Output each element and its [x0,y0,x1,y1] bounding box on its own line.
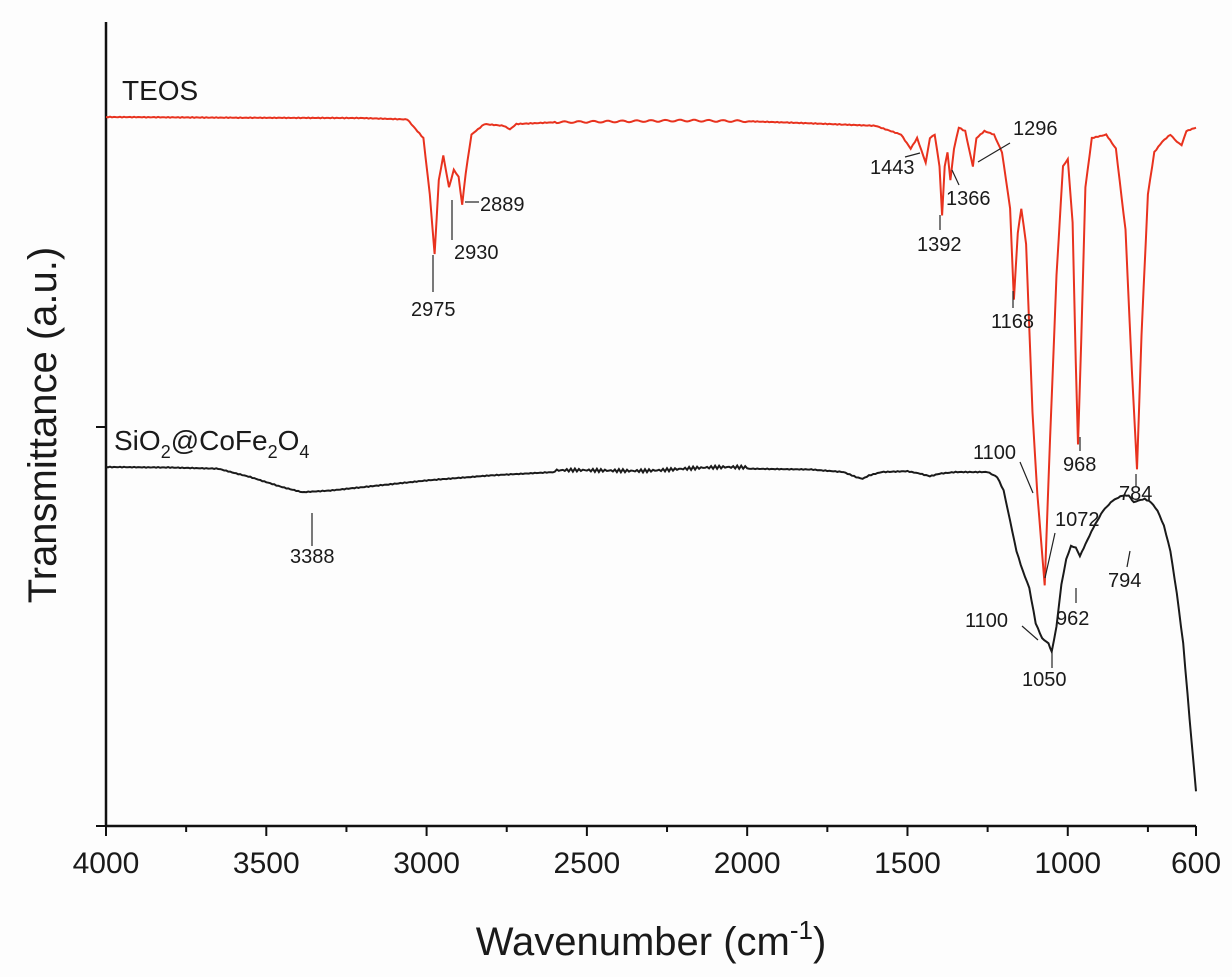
series-label-sub-1: 2 [161,442,171,462]
x-tick-label-1500: 1500 [874,847,941,880]
series-label-part-2: @CoFe [171,425,268,456]
ann-784: 784 [1119,483,1152,505]
y-ticks [96,426,106,827]
ann-1366: 1366 [946,188,991,210]
series-line-sio2-cofe2o4 [105,463,1197,792]
series-label-part-3: O [278,425,300,456]
x-tick-label-3500: 3500 [233,847,300,880]
x-axis-title-sup: -1 [790,915,813,945]
series-label-sio2-cofe2o4: SiO2@CoFe2O4 [114,425,309,462]
ann-1100-sio2: 1100 [965,610,1008,632]
ann-968: 968 [1063,454,1096,476]
leader-1296 [977,142,1011,163]
x-tick-label-1000: 1000 [1034,847,1101,880]
ann-2930: 2930 [454,242,499,264]
leader-1072 [1044,532,1056,579]
x-ticks [105,826,1197,836]
ann-2975: 2975 [411,299,456,321]
ann-1392: 1392 [917,234,962,256]
ann-794: 794 [1108,570,1141,592]
series-label-part-1: SiO [114,425,161,456]
x-axis-title: Wavenumber (cm-1) [476,915,827,964]
x-tick-label-3000: 3000 [393,847,460,880]
series-label-teos: TEOS [122,75,198,106]
ann-1050: 1050 [1022,669,1067,691]
y-axis-title: Transmittance (a.u.) [21,247,65,603]
series-line-teos [105,115,1197,586]
x-tick-labels: 4000 3500 3000 2500 2000 1500 1000 600 [73,847,1221,880]
ann-3388: 3388 [290,546,335,568]
ann-1100-teos: 1100 [973,442,1016,464]
ann-1443: 1443 [870,157,915,179]
ann-962: 962 [1056,608,1089,630]
leader-1100-sio2 [1021,625,1039,641]
annotation-labels: 2975 2930 2889 1443 1392 1366 1296 1168 … [290,118,1152,691]
leader-1366 [951,169,960,186]
x-axis-title-close: ) [813,920,826,964]
ann-1072: 1072 [1055,509,1100,531]
x-axis-title-main: Wavenumber (cm [476,920,790,964]
annotation-leaders [311,142,1137,668]
ann-1168: 1168 [991,311,1034,333]
ann-2889: 2889 [480,194,525,216]
x-tick-label-600: 600 [1171,847,1221,880]
x-tick-label-2500: 2500 [554,847,621,880]
x-tick-label-2000: 2000 [714,847,781,880]
ann-1296: 1296 [1013,118,1058,140]
x-tick-label-4000: 4000 [73,847,140,880]
leader-794 [1126,550,1131,568]
leader-1100-teos [1019,461,1034,494]
leader-1443 [904,152,921,158]
series-label-sub-2: 2 [268,442,278,462]
series-label-sub-3: 4 [299,442,309,462]
